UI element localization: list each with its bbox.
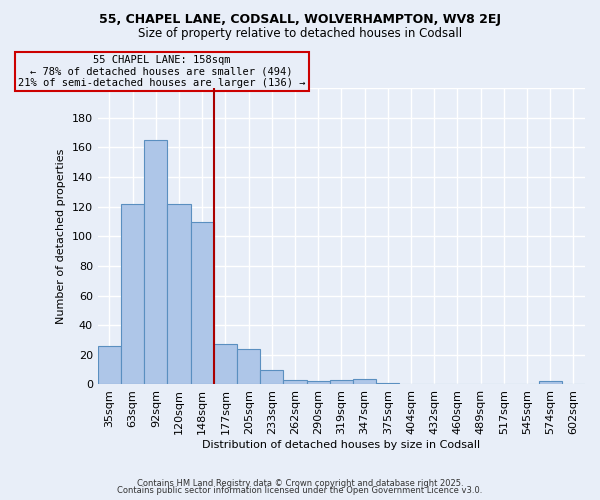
Text: 55, CHAPEL LANE, CODSALL, WOLVERHAMPTON, WV8 2EJ: 55, CHAPEL LANE, CODSALL, WOLVERHAMPTON,… xyxy=(99,12,501,26)
Bar xyxy=(330,380,353,384)
Bar xyxy=(237,349,260,384)
Text: Contains public sector information licensed under the Open Government Licence v3: Contains public sector information licen… xyxy=(118,486,482,495)
Bar xyxy=(214,344,237,385)
Bar xyxy=(121,204,144,384)
Bar xyxy=(144,140,167,384)
X-axis label: Distribution of detached houses by size in Codsall: Distribution of detached houses by size … xyxy=(202,440,481,450)
Bar xyxy=(376,383,400,384)
Bar xyxy=(98,346,121,385)
Text: 55 CHAPEL LANE: 158sqm
← 78% of detached houses are smaller (494)
21% of semi-de: 55 CHAPEL LANE: 158sqm ← 78% of detached… xyxy=(18,55,305,88)
Bar xyxy=(283,380,307,384)
Y-axis label: Number of detached properties: Number of detached properties xyxy=(56,148,67,324)
Text: Contains HM Land Registry data © Crown copyright and database right 2025.: Contains HM Land Registry data © Crown c… xyxy=(137,478,463,488)
Bar xyxy=(191,222,214,384)
Bar xyxy=(353,378,376,384)
Text: Size of property relative to detached houses in Codsall: Size of property relative to detached ho… xyxy=(138,28,462,40)
Bar xyxy=(260,370,283,384)
Bar xyxy=(167,204,191,384)
Bar xyxy=(307,382,330,384)
Bar xyxy=(539,382,562,384)
